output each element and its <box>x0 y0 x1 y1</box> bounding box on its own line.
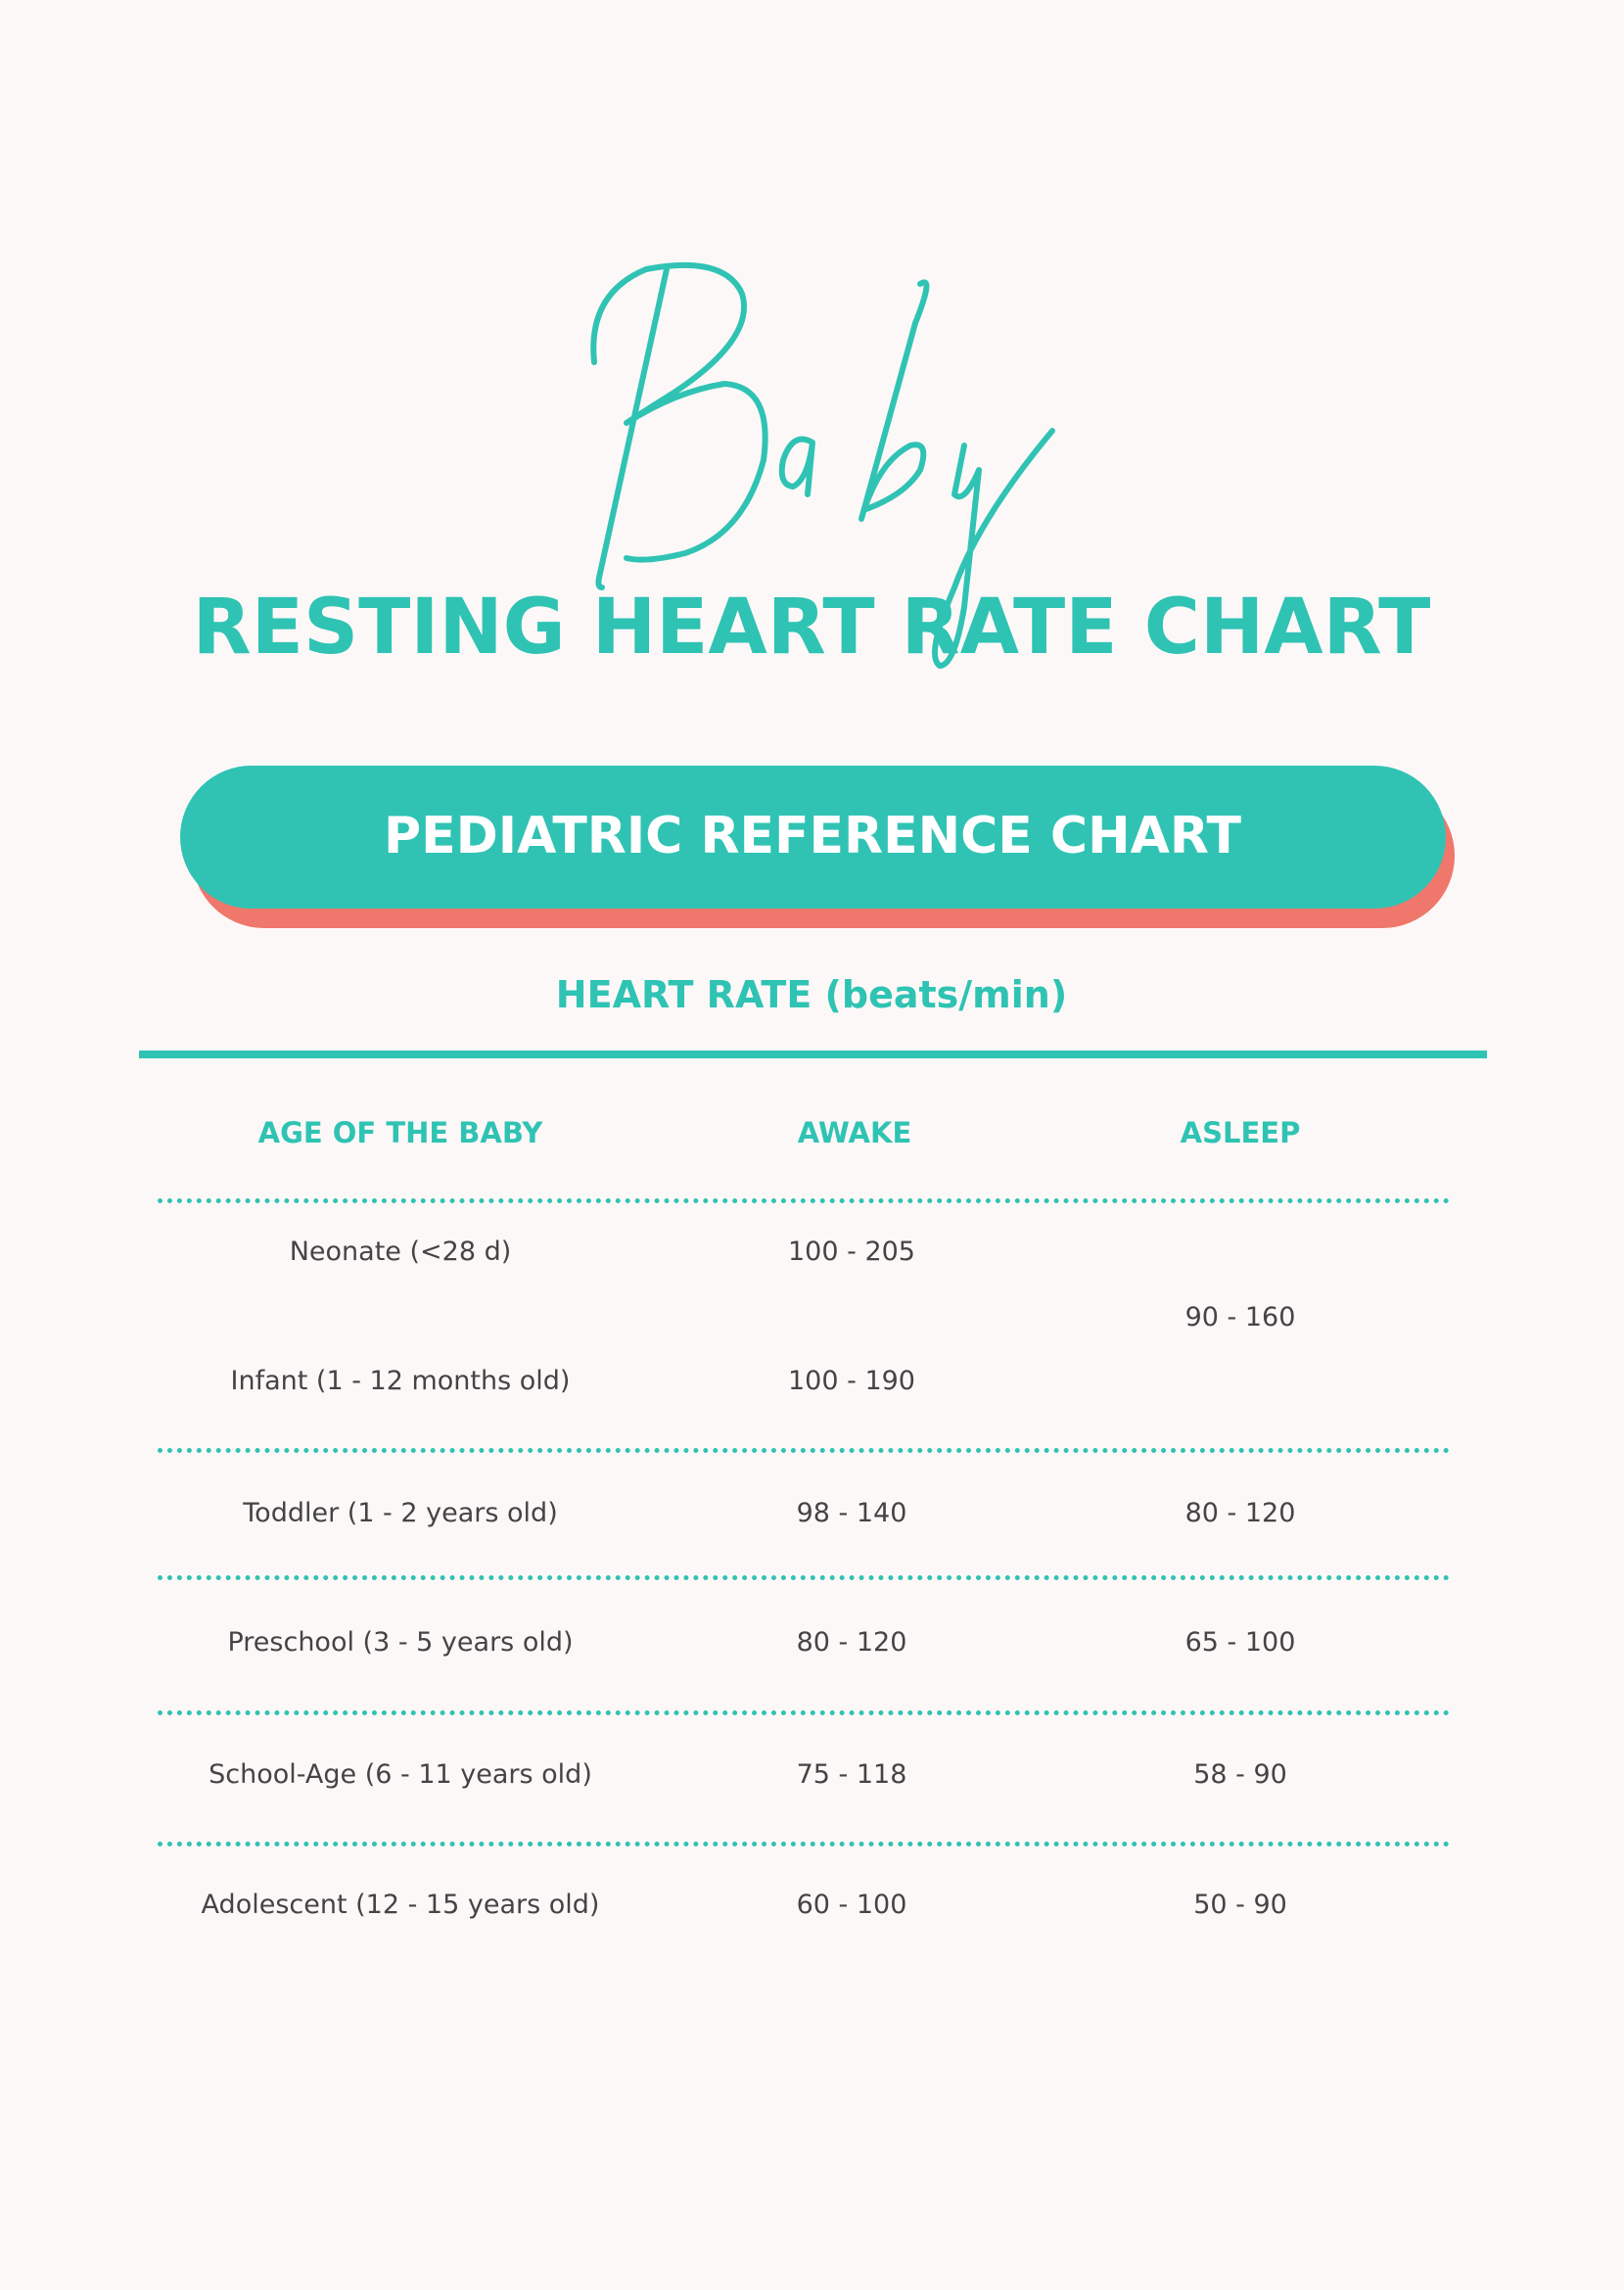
cell-asleep: 65 - 100 <box>1184 1627 1296 1658</box>
cell-awake: 60 - 100 <box>796 1890 907 1920</box>
column-header-awake: AWAKE <box>797 1116 912 1149</box>
cell-asleep: 90 - 160 <box>1184 1302 1296 1332</box>
table-caption: HEART RATE (beats/min) <box>555 973 1068 1016</box>
cell-age: Neonate (<28 d) <box>289 1237 512 1267</box>
caption-divider <box>139 1051 1487 1058</box>
banner <box>180 766 1446 909</box>
column-header-age: AGE OF THE BABY <box>257 1116 543 1149</box>
row-divider <box>158 1198 1450 1203</box>
cell-awake: 100 - 190 <box>788 1366 915 1396</box>
cell-awake: 100 - 205 <box>788 1237 915 1267</box>
row-divider <box>158 1448 1450 1453</box>
row-divider <box>158 1842 1450 1846</box>
cell-awake: 80 - 120 <box>796 1627 907 1658</box>
cell-asleep: 58 - 90 <box>1193 1759 1287 1790</box>
cell-awake: 75 - 118 <box>796 1759 907 1790</box>
cell-age: Toddler (1 - 2 years old) <box>243 1498 558 1528</box>
cell-asleep: 50 - 90 <box>1193 1890 1287 1920</box>
page-title: RESTING HEART RATE CHART <box>192 584 1431 672</box>
baby-script-logo <box>590 261 1055 669</box>
cell-awake: 98 - 140 <box>796 1498 907 1528</box>
cell-age: Infant (1 - 12 months old) <box>230 1366 571 1396</box>
column-header-asleep: ASLEEP <box>1180 1116 1301 1149</box>
cell-age: School-Age (6 - 11 years old) <box>209 1759 592 1790</box>
cell-asleep: 80 - 120 <box>1184 1498 1296 1528</box>
cell-age: Adolescent (12 - 15 years old) <box>201 1890 600 1920</box>
row-divider <box>158 1710 1450 1715</box>
row-divider <box>158 1575 1450 1580</box>
banner-label: PEDIATRIC REFERENCE CHART <box>383 807 1242 865</box>
cell-age: Preschool (3 - 5 years old) <box>227 1627 574 1658</box>
